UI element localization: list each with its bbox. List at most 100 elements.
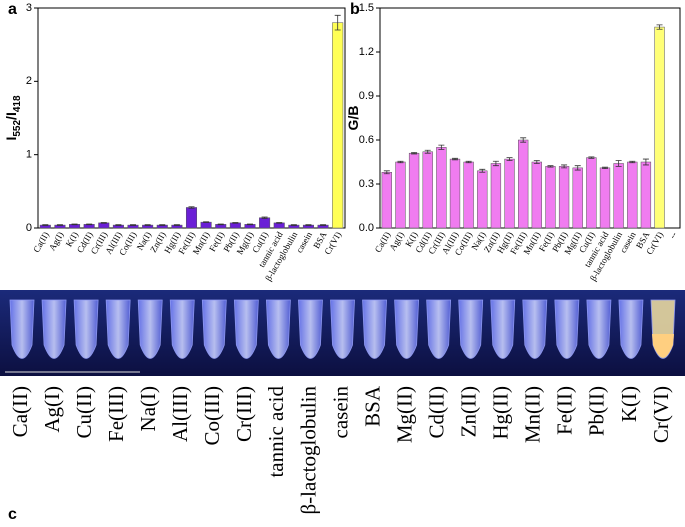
- tube-label: tannic acid: [264, 386, 288, 478]
- bar: [654, 26, 665, 229]
- tube-label: Cr(VI): [649, 386, 673, 443]
- bar: [229, 222, 241, 229]
- tube-liquid: [652, 334, 674, 358]
- error-bar: [629, 160, 636, 164]
- error-bar: [188, 206, 195, 209]
- panel-label: a: [8, 1, 17, 18]
- error-bar: [411, 152, 418, 155]
- error-bar: [100, 222, 107, 224]
- error-bar: [261, 216, 268, 219]
- error-bar: [547, 165, 554, 168]
- error-bar: [42, 224, 49, 226]
- error-bar: [424, 149, 431, 154]
- error-bar: [615, 160, 622, 167]
- error-bar: [656, 24, 663, 30]
- bar: [408, 152, 420, 229]
- bar: [572, 167, 583, 229]
- error-bar: [561, 164, 568, 169]
- error-bar: [397, 160, 404, 164]
- tube-label: K(I): [617, 386, 641, 422]
- bar: [531, 161, 542, 229]
- tube: [458, 299, 484, 359]
- error-bar: [506, 157, 513, 161]
- bar: [545, 166, 556, 229]
- error-bar: [320, 224, 327, 226]
- tube: [9, 299, 35, 359]
- tube: [137, 299, 163, 359]
- error-bar: [290, 224, 297, 226]
- y-tick-label: 3: [26, 2, 32, 14]
- bar: [395, 161, 406, 229]
- y-axis-label-part: I: [3, 137, 19, 141]
- error-bar: [232, 222, 239, 224]
- bar: [449, 158, 461, 229]
- tube-label: Hg(II): [489, 386, 513, 440]
- bar: [422, 151, 433, 229]
- error-bar: [533, 160, 540, 164]
- bar: [627, 161, 638, 229]
- x-tick-label: --: [667, 230, 679, 240]
- bar: [504, 158, 515, 229]
- bar: [273, 222, 285, 229]
- y-tick-label: 0.0: [359, 222, 374, 234]
- error-bar: [159, 224, 166, 226]
- error-bar: [383, 170, 390, 175]
- bar: [586, 157, 597, 229]
- y-tick-label: 1: [26, 149, 32, 161]
- error-bar: [438, 144, 445, 150]
- y-axis-label-part: /I: [3, 112, 19, 120]
- axes: [379, 7, 681, 229]
- error-bar: [86, 223, 93, 226]
- error-bar: [246, 223, 253, 226]
- tube: [490, 299, 516, 359]
- error-bar: [173, 224, 180, 226]
- tube: [394, 299, 420, 359]
- error-bar: [203, 221, 210, 223]
- tube-label: Co(III): [200, 386, 224, 445]
- tube-label: β-lactoglobulin: [296, 386, 320, 515]
- error-bar: [130, 224, 137, 226]
- error-bar: [276, 222, 283, 224]
- x-tick-label: Ag(I): [47, 230, 66, 252]
- y-tick-label: 1.5: [359, 2, 374, 14]
- x-tick-label: Ca(II): [31, 230, 51, 254]
- tube: [169, 299, 195, 359]
- y-tick-label: 1.2: [359, 46, 374, 58]
- axes: [37, 7, 346, 229]
- error-bar: [71, 223, 78, 226]
- tube-label: Al(III): [168, 386, 192, 442]
- bar: [332, 22, 344, 229]
- x-tick-label: casein: [294, 230, 314, 255]
- tube-label: Mg(II): [392, 386, 416, 443]
- tube-label: casein: [328, 386, 352, 439]
- error-bar: [574, 165, 581, 171]
- error-bar: [602, 166, 608, 169]
- error-bar: [217, 223, 224, 226]
- tube-label: Cd(II): [424, 386, 448, 438]
- error-bar: [588, 156, 595, 159]
- bar: [200, 221, 212, 229]
- tube-label: Ag(I): [40, 386, 64, 433]
- bar: [558, 166, 570, 229]
- tube: [298, 299, 323, 359]
- tube: [73, 299, 99, 359]
- tube: [201, 299, 227, 359]
- bar: [640, 161, 652, 229]
- panel-label: c: [8, 506, 17, 523]
- panel-label: b: [350, 1, 360, 18]
- error-bar: [305, 224, 312, 226]
- bar: [463, 161, 474, 229]
- y-tick-label: 0: [26, 222, 32, 234]
- bar: [599, 167, 611, 229]
- tube-label: Pb(II): [585, 386, 609, 436]
- tubes: [9, 299, 676, 359]
- tube-label: Mn(II): [521, 386, 545, 443]
- error-bar: [115, 224, 122, 226]
- error-bar: [642, 158, 649, 166]
- y-tick-label: 0.9: [359, 90, 374, 102]
- error-bar: [520, 137, 527, 143]
- bar: [477, 170, 488, 229]
- tube: [522, 299, 548, 359]
- tube-label: Fe(II): [553, 386, 577, 435]
